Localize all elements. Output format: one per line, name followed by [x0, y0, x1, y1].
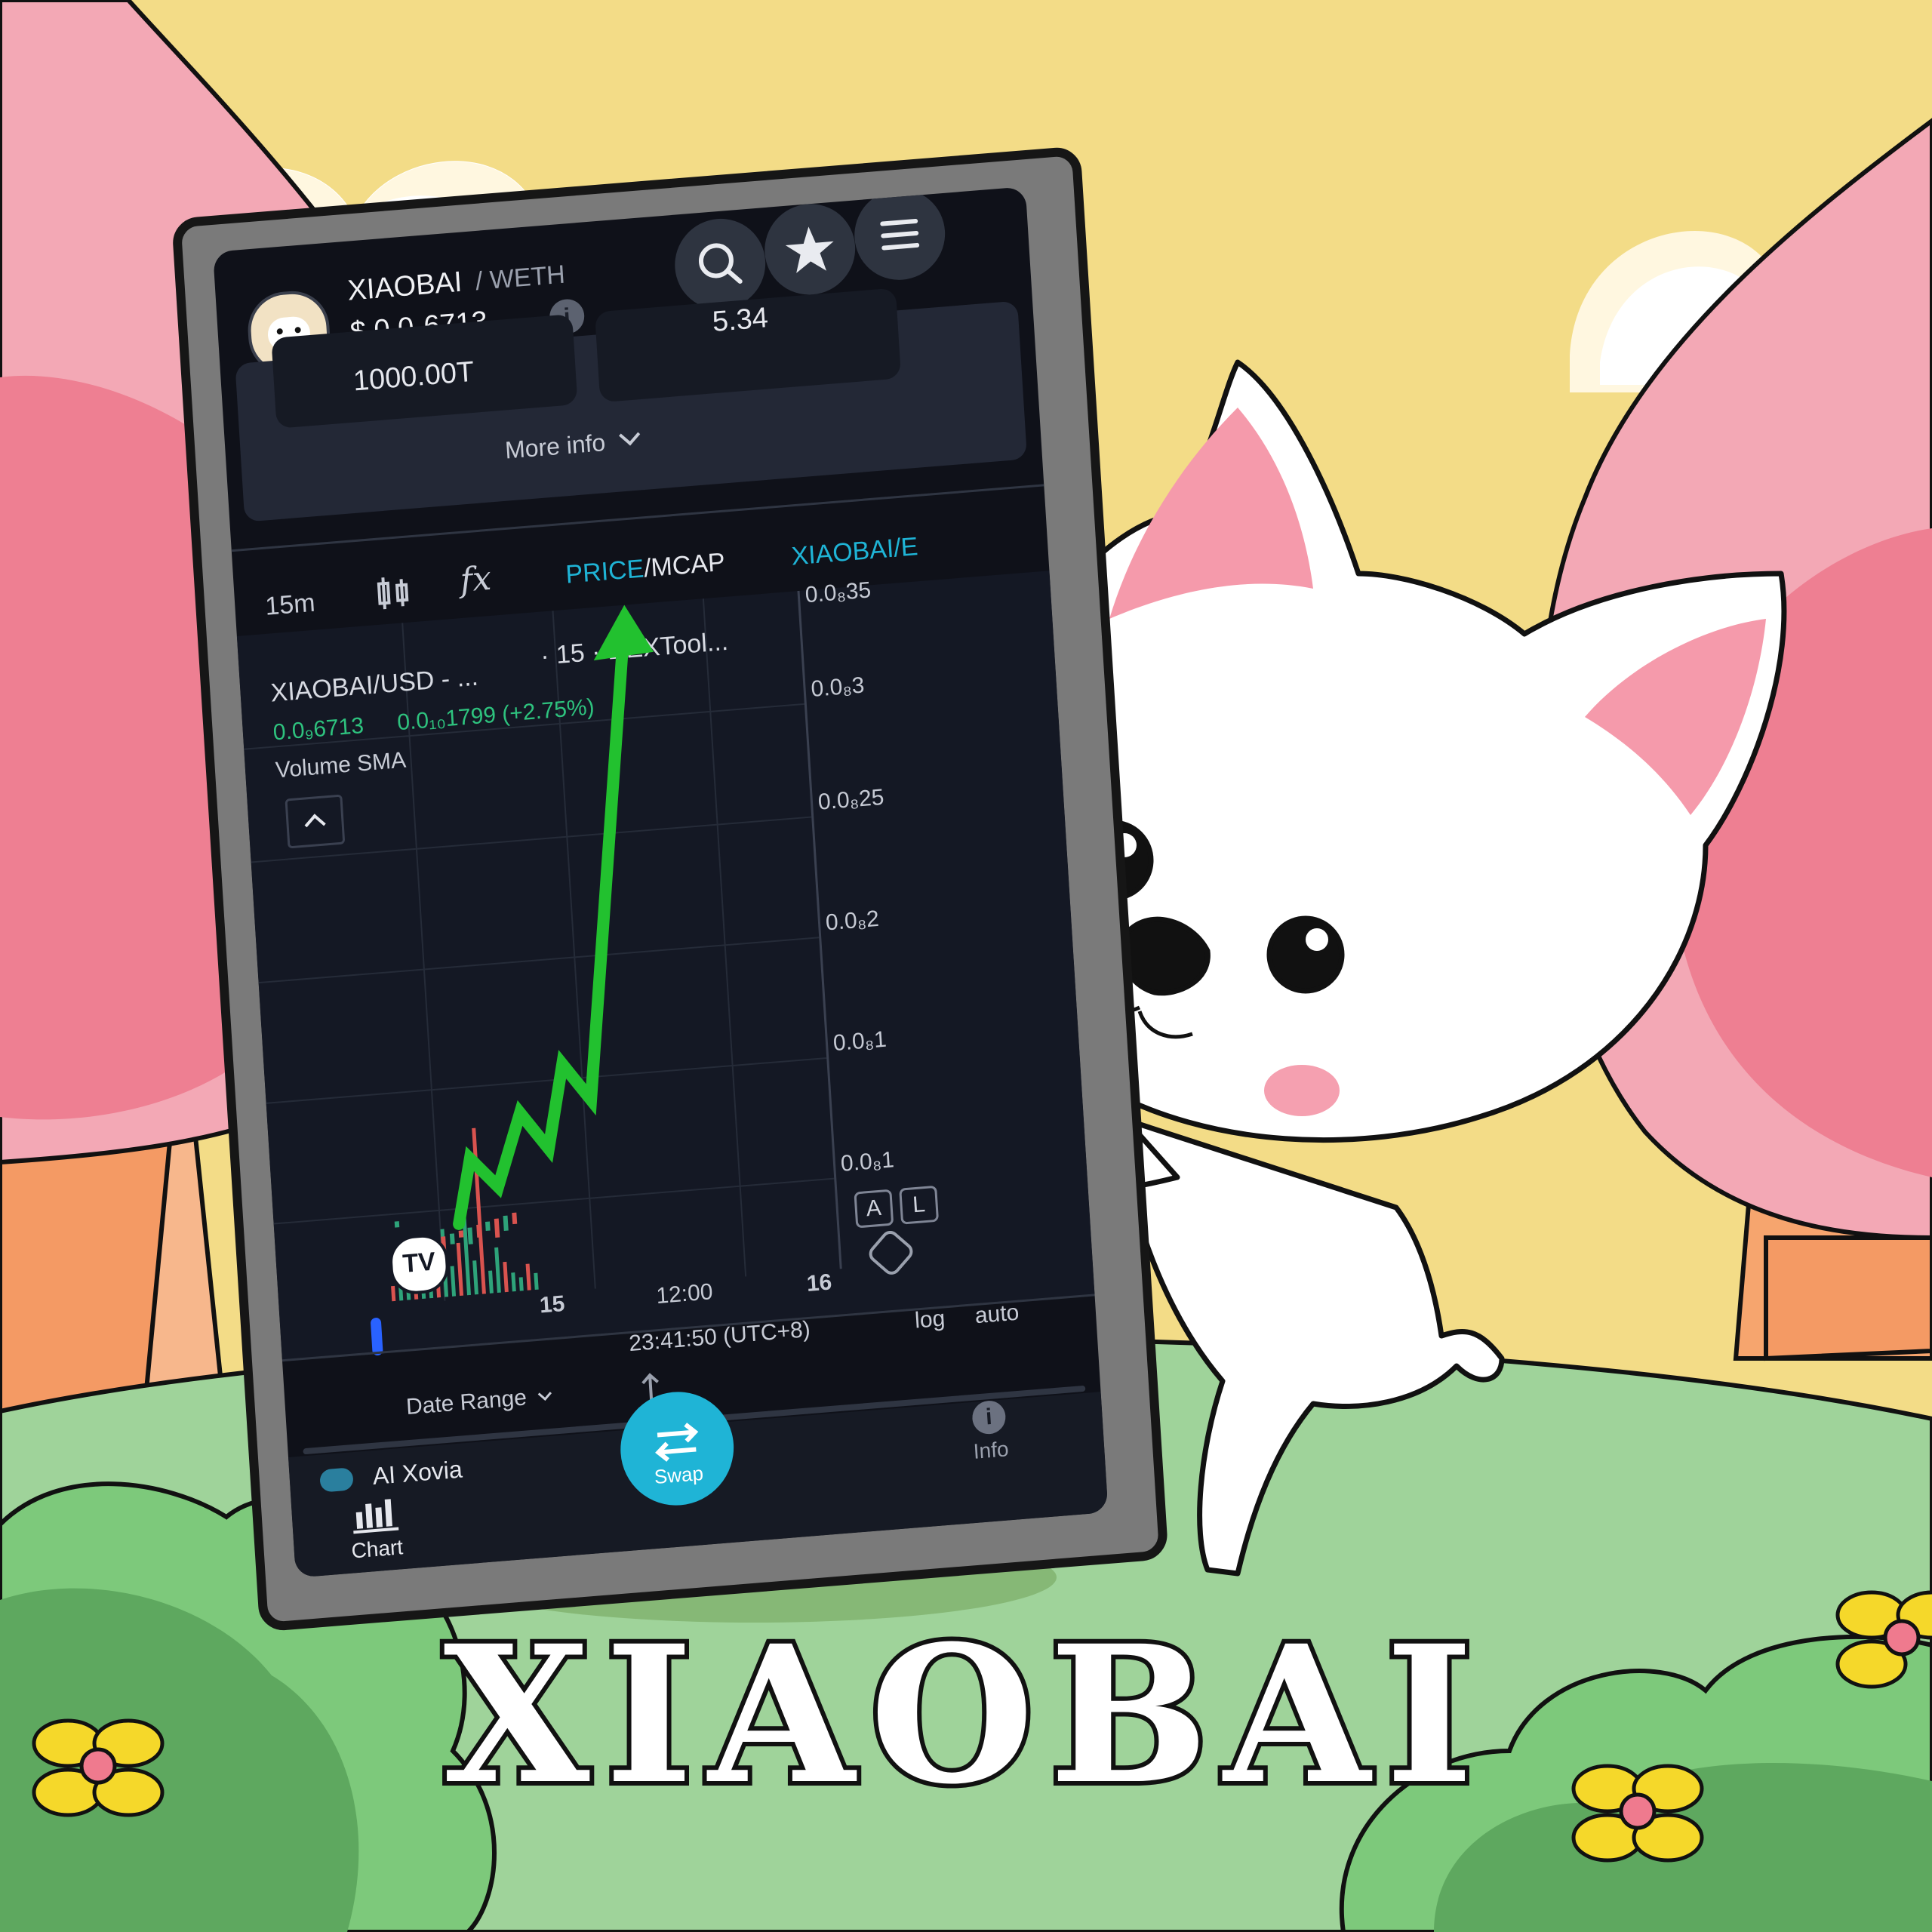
y-tick: 0.0₈35	[804, 577, 872, 608]
nav-chart-label: Chart	[350, 1535, 404, 1563]
volume-bar	[456, 1242, 464, 1297]
y-tick: 0.0₈3	[810, 672, 866, 703]
chart-area[interactable]: XIAOBAI/USD - ... · 15 · DEXTool... 0.0₉…	[236, 571, 1095, 1360]
info-circle-icon: i	[971, 1399, 1007, 1435]
candle	[458, 1230, 464, 1238]
y-tick: 0.0₈1	[840, 1147, 895, 1177]
log-toggle[interactable]: log	[914, 1306, 946, 1334]
phone-device: XIAOBAI / WETH $ 0.096713 i 1000.00T 5.3…	[171, 146, 1169, 1632]
hamburger-icon	[880, 218, 920, 251]
search-icon	[698, 243, 743, 284]
interval-selector[interactable]: 15m	[264, 588, 316, 621]
ad-text: AI Xovia	[371, 1455, 463, 1491]
title-logo: XIAOBAI	[439, 1599, 1489, 1830]
date-range-label: Date Range	[405, 1385, 528, 1420]
collapse-legend-button[interactable]	[285, 794, 346, 849]
bush-left	[0, 1481, 497, 1932]
stat-right-value: 5.34	[711, 302, 770, 339]
pair-link[interactable]: XIAOBAI/E	[790, 532, 919, 571]
favorite-button[interactable]	[761, 200, 858, 299]
volume-bar	[518, 1277, 524, 1291]
flower-left	[32, 1718, 165, 1817]
scale-log-button[interactable]: L	[899, 1185, 940, 1225]
candle	[394, 1221, 400, 1228]
volume-bar	[494, 1247, 501, 1294]
volume-bar	[525, 1263, 531, 1291]
candle	[485, 1221, 491, 1231]
candle	[476, 1224, 482, 1238]
volume-bar	[503, 1261, 509, 1293]
tradingview-logo-text: TV	[401, 1247, 437, 1278]
auto-toggle[interactable]: auto	[974, 1300, 1020, 1329]
swap-arrows-icon	[655, 1423, 699, 1462]
date-range-selector[interactable]: Date Range	[405, 1383, 552, 1420]
nav-chart[interactable]: Chart	[337, 1493, 416, 1567]
volume-bar	[472, 1260, 478, 1295]
nav-info[interactable]: i Info	[950, 1398, 1030, 1479]
price-toggle-label: PRICE	[565, 554, 645, 589]
grid-line	[702, 598, 747, 1277]
menu-button[interactable]	[851, 186, 948, 284]
title-text: XIAOBAI	[444, 1604, 1489, 1826]
x-tick: 15	[539, 1291, 566, 1318]
volume-bar	[534, 1272, 539, 1290]
volume-bar	[391, 1285, 396, 1302]
candle	[494, 1218, 500, 1238]
dog-character	[950, 359, 1787, 1577]
mcap-toggle-label: /MCAP	[642, 547, 726, 583]
pair-quote: / WETH	[474, 260, 566, 297]
swap-button[interactable]: Swap	[617, 1387, 737, 1510]
pair-base: XIAOBAI	[346, 266, 463, 307]
volume-bar	[511, 1272, 516, 1292]
grid-line	[401, 623, 446, 1301]
chevron-down-icon	[538, 1386, 552, 1401]
search-button[interactable]	[672, 215, 768, 313]
candle	[512, 1212, 518, 1225]
star-icon	[785, 226, 834, 273]
nav-info-label: Info	[972, 1437, 1010, 1463]
price-mcap-toggle[interactable]: PRICE/MCAP	[565, 548, 725, 590]
y-tick: 0.0₈2	[825, 906, 880, 936]
y-tick: 0.0₈25	[817, 784, 885, 815]
scale-auto-button[interactable]: A	[854, 1189, 894, 1229]
volume-bar	[488, 1270, 494, 1294]
phone-screen: XIAOBAI / WETH $ 0.096713 i 1000.00T 5.3…	[213, 186, 1109, 1578]
ad-icon	[319, 1467, 354, 1493]
chevron-up-icon	[304, 814, 326, 835]
chart-bars-icon	[353, 1499, 399, 1534]
y-tick: 0.0₈1	[832, 1026, 888, 1057]
volume-bar	[450, 1266, 457, 1297]
x-tick: 16	[805, 1269, 833, 1297]
indicators-icon[interactable]: fx	[459, 558, 493, 600]
candles-icon[interactable]	[369, 569, 417, 618]
candle	[467, 1227, 473, 1244]
candle	[449, 1233, 455, 1244]
flower-right	[1571, 1590, 1932, 1863]
candle	[503, 1215, 509, 1232]
x-tick: 12:00	[655, 1279, 714, 1309]
